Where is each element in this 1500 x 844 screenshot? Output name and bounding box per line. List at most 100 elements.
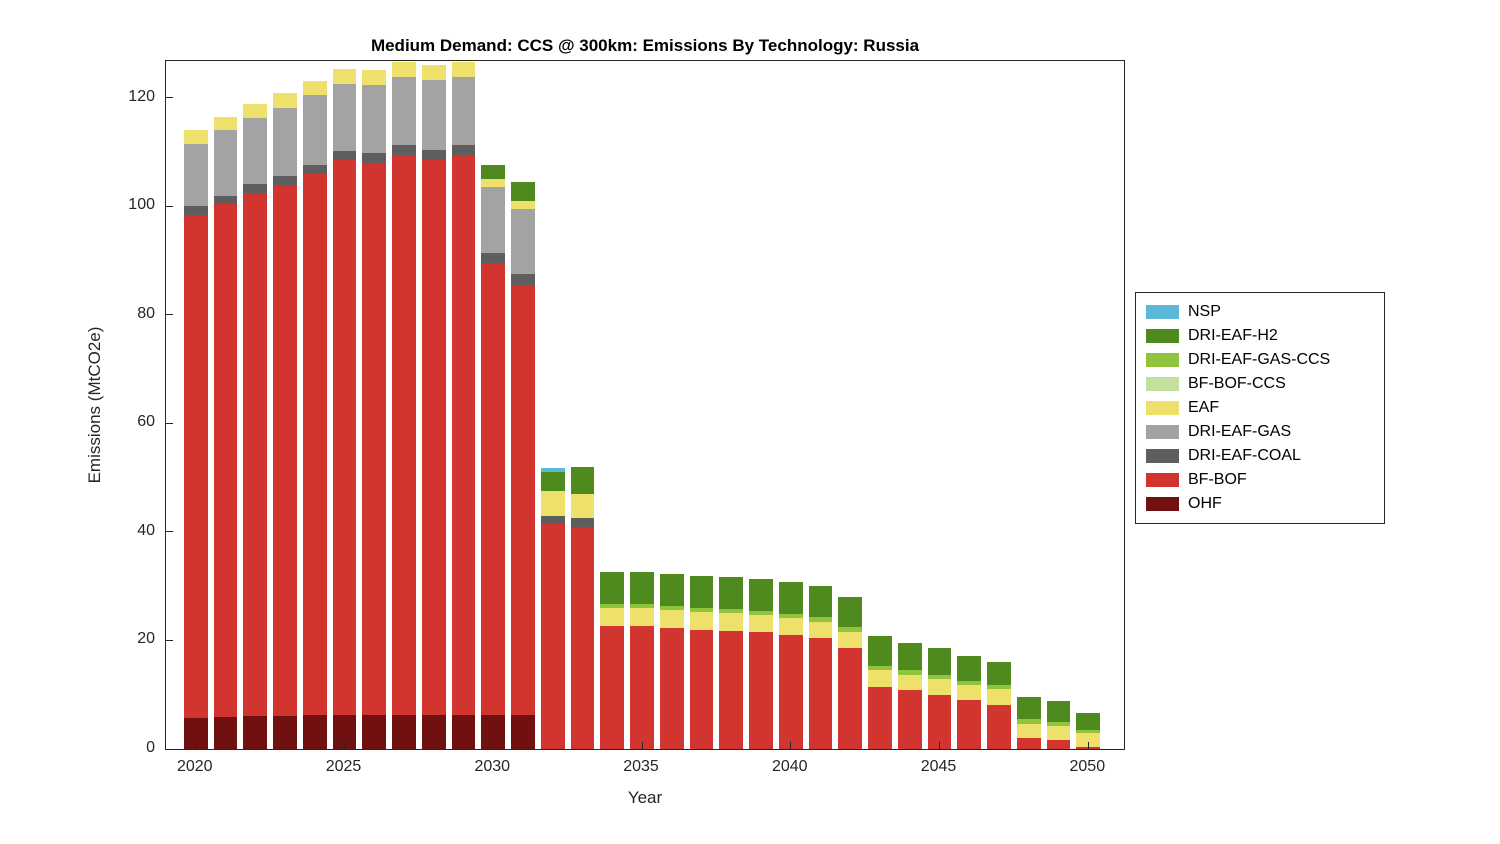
bar-segment-dri-eaf-coal [302,164,327,174]
bar-segment-bf-bof [897,690,922,749]
bar-segment-bf-bof [451,154,476,715]
y-tick-label: 100 [128,196,155,214]
bar-segment-dri-eaf-coal [213,195,238,204]
bar-segment-dri-eaf-coal [332,150,357,161]
bar-segment-bf-bof [481,263,506,715]
x-tick-mark [790,742,792,749]
bar-segment-bf-bof [838,648,863,749]
bar-segment-eaf [838,631,863,649]
bar-segment-dri-eaf-gas [213,130,238,196]
legend-item-dri-eaf-gas: DRI-EAF-GAS [1136,420,1384,444]
bar-segment-dri-eaf-coal [243,184,268,193]
bar-segment-dri-eaf-h2 [927,647,952,675]
bar-segment-dri-eaf-coal [362,153,387,164]
bar-segment-eaf [957,684,982,701]
bar-segment-dri-eaf-coal [451,144,476,155]
legend-color-patch [1146,329,1179,343]
bar-segment-dri-eaf-gas [302,95,327,165]
bar-segment-bf-bof [421,160,446,715]
bar-segment-eaf [749,614,773,633]
bar-segment-dri-eaf-gas-ccs [957,680,982,685]
y-tick-mark [166,97,173,99]
bar-segment-dri-eaf-h2 [808,585,833,618]
y-axis-label: Emissions (MtCO2e) [85,326,104,484]
bar-segment-dri-eaf-gas [511,209,535,275]
bar-segment-dri-eaf-gas-ccs [1076,730,1101,734]
bar-segment-eaf [600,607,625,626]
bar-segment-dri-eaf-gas-ccs [1046,721,1071,727]
bar-segment-ohf [421,714,446,749]
chart-title: Medium Demand: CCS @ 300km: Emissions By… [370,36,920,55]
bar-segment-dri-eaf-gas [451,77,476,145]
bar-segment-bf-bof [392,154,416,715]
bar-segment-eaf [927,679,952,695]
bar-segment-dri-eaf-gas-ccs [838,627,863,632]
bar-segment-dri-eaf-gas [362,85,387,154]
legend-color-patch [1146,425,1179,439]
bar-segment-dri-eaf-h2 [540,472,565,492]
bar-segment-eaf [481,179,506,188]
y-tick-label: 120 [128,87,155,105]
bar-segment-bf-bof [213,203,238,717]
bar-segment-dri-eaf-gas [481,187,506,254]
bar-segment-bf-bof [1046,740,1071,749]
bar-segment-dri-eaf-h2 [987,661,1011,685]
y-tick-mark [166,639,173,641]
legend-label: DRI-EAF-COAL [1188,447,1301,464]
bar-segment-ohf [183,717,208,749]
bar-segment-eaf [540,491,565,516]
bar-segment-dri-eaf-gas-ccs [600,603,625,608]
bar-segment-bf-bof [987,704,1011,749]
bar-segment-dri-eaf-h2 [570,466,595,494]
bar-segment-dri-eaf-coal [570,518,595,527]
bar-segment-dri-eaf-coal [183,206,208,215]
bar-segment-eaf [897,674,922,691]
bar-segment-ohf [273,715,297,749]
legend-label: OHF [1188,495,1222,512]
bar-segment-dri-eaf-h2 [719,577,744,610]
bar-segment-ohf [332,715,357,749]
bar-segment-bf-bof [511,285,535,715]
legend-label: DRI-EAF-GAS [1188,423,1292,440]
legend-item-dri-eaf-h2: DRI-EAF-H2 [1136,324,1384,348]
bar-segment-dri-eaf-h2 [630,572,654,605]
bar-segment-dri-eaf-gas-ccs [749,610,773,615]
bar-segment-dri-eaf-coal [481,253,506,264]
y-tick-label: 0 [146,739,155,756]
bar-segment-eaf [392,62,416,78]
bar-segment-dri-eaf-gas-ccs [868,666,892,671]
bar-segment-bf-bof [362,163,387,716]
legend-color-patch [1146,473,1179,487]
bar-segment-dri-eaf-gas [243,117,268,185]
bar-segment-eaf [183,130,208,145]
y-tick-mark [166,422,173,424]
bar-segment-dri-eaf-h2 [659,573,684,606]
legend-item-eaf: EAF [1136,396,1384,420]
bar-segment-dri-eaf-coal [511,274,535,286]
bar-segment-dri-eaf-gas-ccs [719,609,744,614]
x-tick-mark [939,742,941,749]
legend-label: DRI-EAF-H2 [1188,327,1278,344]
bar-segment-ohf [392,714,416,749]
bar-segment-ohf [213,717,238,749]
bar-segment-bf-bof [600,625,625,749]
bar-segment-dri-eaf-gas [273,107,297,177]
bar-segment-eaf [451,61,476,78]
legend-color-patch [1146,449,1179,463]
bar-segment-bf-bof [570,526,595,749]
bar-segment-dri-eaf-h2 [749,579,773,611]
bar-segment-dri-eaf-h2 [600,571,625,604]
bar-segment-bf-bof [778,635,803,749]
legend-color-patch [1146,305,1179,319]
y-tick-mark [166,205,173,207]
legend-color-patch [1146,377,1179,391]
bar-segment-eaf [987,689,1011,705]
x-tick-mark [195,742,197,749]
x-tick-mark [492,742,494,749]
y-tick-label: 40 [137,521,155,539]
bar-segment-bf-bof [183,214,208,718]
bar-segment-dri-eaf-gas [183,144,208,207]
bar-segment-eaf [719,613,744,631]
bar-segment-dri-eaf-h2 [1016,697,1041,720]
y-tick-mark [166,314,173,316]
